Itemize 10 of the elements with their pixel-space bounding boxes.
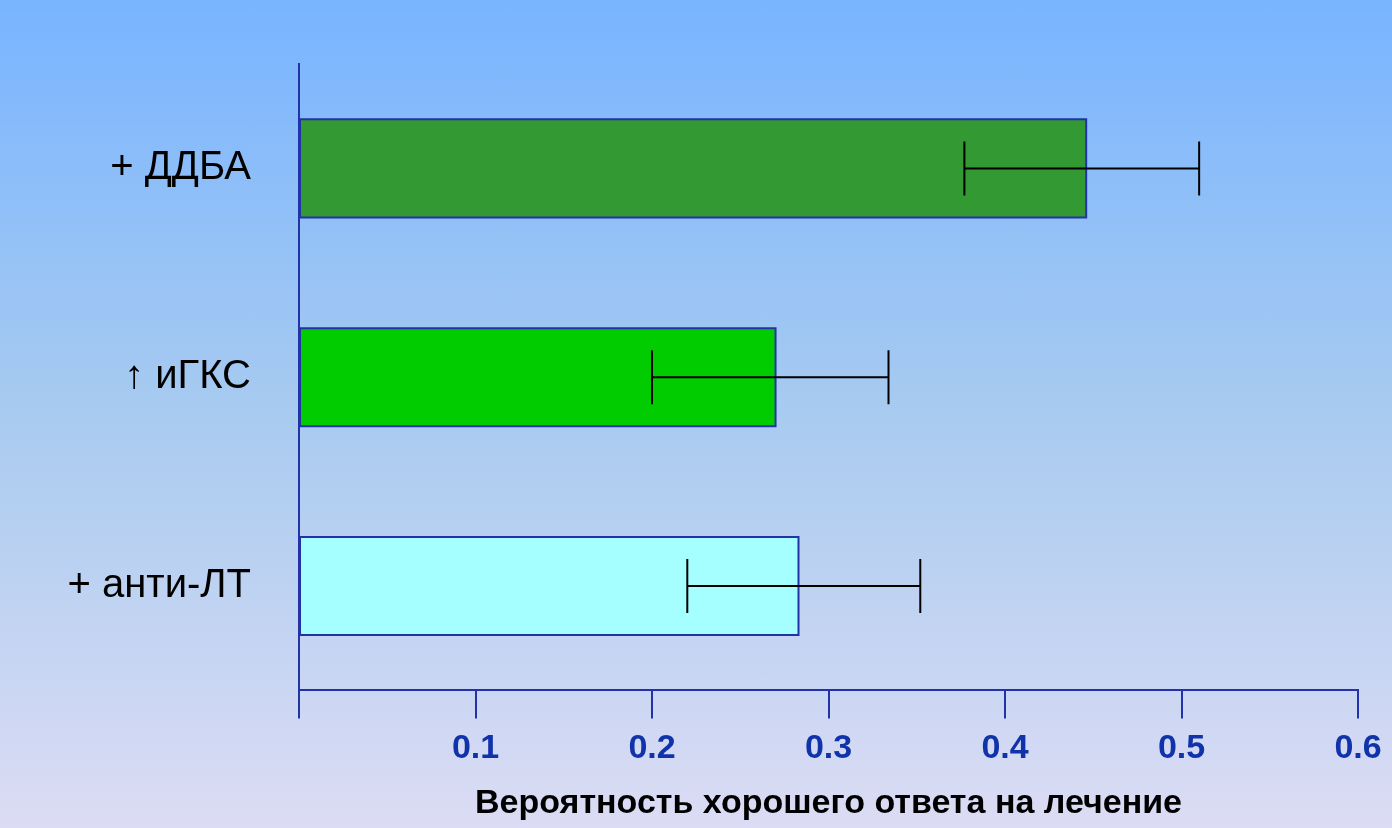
x-tick-label: 0.1 <box>451 727 500 766</box>
x-tick-label: 0.6 <box>1334 727 1382 766</box>
y-tick-label: ↑ иГКС <box>124 352 251 397</box>
x-tick-label: 0.2 <box>628 727 676 766</box>
x-tick-label: 0.3 <box>804 727 853 766</box>
y-tick-label: + анти-ЛТ <box>67 561 251 606</box>
x-tick-label: 0.4 <box>981 727 1029 766</box>
x-axis-title: Вероятность хорошего ответа на лечение <box>475 781 1182 820</box>
x-tick-label: 0.5 <box>1157 727 1206 766</box>
y-tick-label: + ДДБА <box>110 143 252 188</box>
